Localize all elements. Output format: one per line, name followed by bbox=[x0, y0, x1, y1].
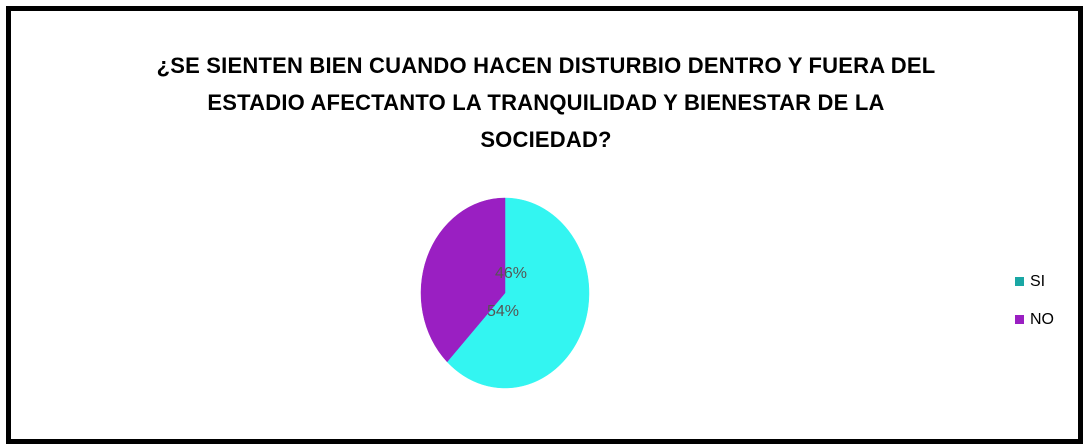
pie-labels: 46% 54% bbox=[487, 265, 527, 320]
legend-swatch-si bbox=[1015, 277, 1024, 286]
pie-label-si: 46% bbox=[495, 265, 527, 282]
chart-title-line-2: ESTADIO AFECTANTO LA TRANQUILIDAD Y BIEN… bbox=[207, 90, 885, 115]
chart-frame: ¿SE SIENTEN BIEN CUANDO HACEN DISTURBIO … bbox=[6, 6, 1083, 444]
legend-label-no: NO bbox=[1030, 311, 1054, 328]
chart-title-line-3: SOCIEDAD? bbox=[480, 127, 612, 152]
chart-title: ¿SE SIENTEN BIEN CUANDO HACEN DISTURBIO … bbox=[71, 47, 1021, 158]
legend-label-si: SI bbox=[1030, 273, 1046, 290]
pie-slices bbox=[420, 197, 590, 389]
pie-slice-si bbox=[446, 197, 590, 389]
chart-title-line-1: ¿SE SIENTEN BIEN CUANDO HACEN DISTURBIO … bbox=[156, 53, 936, 78]
pie-chart: 46% 54% bbox=[420, 197, 590, 389]
legend-swatch-no bbox=[1015, 315, 1024, 324]
pie-label-no: 54% bbox=[487, 303, 519, 320]
pie-slice-no bbox=[420, 197, 506, 363]
